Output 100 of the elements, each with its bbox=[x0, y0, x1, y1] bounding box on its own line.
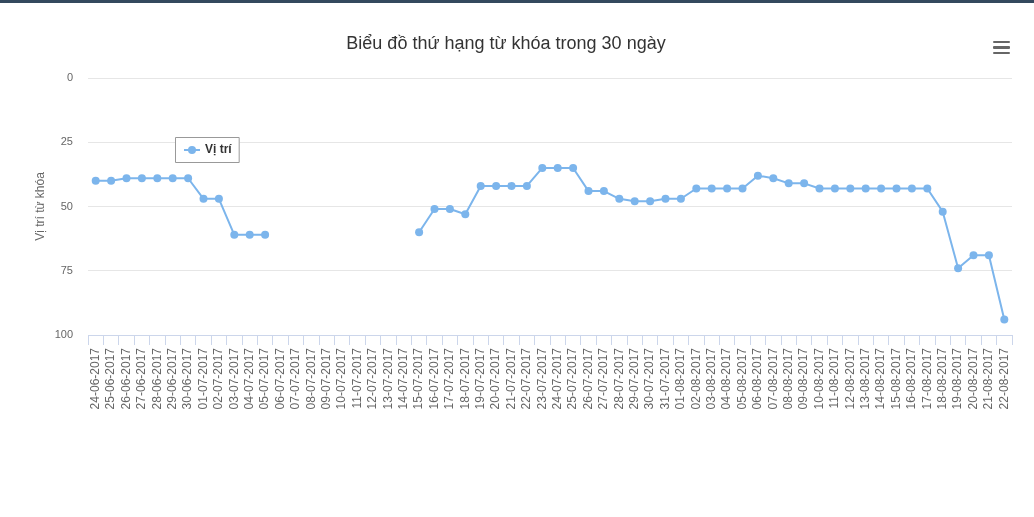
point bbox=[630, 197, 639, 206]
point bbox=[430, 205, 439, 214]
x-tick-label: 25-07-2017 bbox=[565, 347, 580, 410]
x-tick-label: 05-08-2017 bbox=[734, 347, 749, 410]
point bbox=[907, 184, 916, 193]
x-tick-label: 16-08-2017 bbox=[904, 347, 919, 410]
point bbox=[954, 264, 963, 273]
point bbox=[661, 194, 670, 203]
x-tick-label: 22-08-2017 bbox=[996, 347, 1011, 410]
x-tick-label: 04-07-2017 bbox=[242, 347, 257, 410]
x-tick-label: 12-08-2017 bbox=[842, 347, 857, 410]
x-tick-label: 09-07-2017 bbox=[319, 347, 334, 410]
x-tick-label: 02-08-2017 bbox=[688, 347, 703, 410]
x-tick-label: 29-06-2017 bbox=[165, 347, 180, 410]
x-tick-label: 15-08-2017 bbox=[888, 347, 903, 410]
x-tick-label: 06-08-2017 bbox=[750, 347, 765, 410]
point bbox=[738, 184, 747, 193]
point bbox=[1000, 315, 1009, 324]
x-tick-label: 24-06-2017 bbox=[88, 347, 103, 410]
x-tick-label: 16-07-2017 bbox=[426, 347, 441, 410]
point bbox=[184, 174, 193, 183]
x-tick-label: 03-08-2017 bbox=[704, 347, 719, 410]
point bbox=[784, 179, 793, 188]
x-tick-label: 21-08-2017 bbox=[981, 347, 996, 410]
point bbox=[723, 184, 732, 193]
x-tick-label: 02-07-2017 bbox=[211, 347, 226, 410]
point bbox=[984, 251, 993, 260]
y-tick-label: 75 bbox=[60, 263, 73, 276]
point bbox=[445, 205, 454, 214]
point bbox=[476, 181, 485, 190]
x-tick-label: 11-08-2017 bbox=[827, 347, 842, 409]
point bbox=[769, 174, 778, 183]
x-tick-label: 10-08-2017 bbox=[811, 347, 826, 410]
point bbox=[153, 174, 162, 183]
y-axis-title: Vị trí từ khóa bbox=[32, 171, 47, 241]
point bbox=[507, 181, 516, 190]
point bbox=[892, 184, 901, 193]
point bbox=[137, 174, 146, 183]
x-tick-label: 30-06-2017 bbox=[180, 347, 195, 410]
point bbox=[553, 163, 562, 172]
point bbox=[646, 197, 655, 206]
point bbox=[676, 194, 685, 203]
x-tick-label: 15-07-2017 bbox=[411, 347, 426, 410]
point bbox=[861, 184, 870, 193]
point bbox=[199, 194, 208, 203]
point bbox=[692, 184, 701, 193]
x-tick-label: 31-07-2017 bbox=[657, 347, 672, 410]
point bbox=[599, 187, 608, 196]
x-tick-label: 18-07-2017 bbox=[457, 347, 472, 410]
point bbox=[522, 181, 531, 190]
x-tick-label: 07-07-2017 bbox=[288, 347, 303, 410]
point bbox=[492, 181, 501, 190]
x-tick-label: 25-06-2017 bbox=[103, 347, 118, 410]
point bbox=[261, 230, 270, 239]
point bbox=[107, 176, 116, 185]
point bbox=[815, 184, 824, 193]
y-tick-label: 25 bbox=[60, 135, 73, 148]
x-tick-label: 18-08-2017 bbox=[935, 347, 950, 410]
x-tick-label: 17-07-2017 bbox=[442, 347, 457, 410]
x-tick-label: 14-08-2017 bbox=[873, 347, 888, 410]
point bbox=[461, 210, 470, 219]
point bbox=[753, 171, 762, 180]
x-tick-label: 19-07-2017 bbox=[473, 347, 488, 410]
x-tick-label: 27-06-2017 bbox=[134, 347, 149, 410]
point bbox=[800, 179, 809, 188]
point bbox=[122, 174, 131, 183]
x-tick-label: 01-08-2017 bbox=[673, 347, 688, 410]
x-tick-label: 20-08-2017 bbox=[965, 347, 980, 410]
point bbox=[569, 163, 578, 172]
x-tick-label: 06-07-2017 bbox=[272, 347, 287, 410]
x-tick-label: 24-07-2017 bbox=[550, 347, 565, 410]
x-tick-label: 11-07-2017 bbox=[349, 347, 364, 409]
y-tick-label: 0 bbox=[66, 71, 73, 84]
x-tick-label: 05-07-2017 bbox=[257, 347, 272, 410]
x-tick-label: 17-08-2017 bbox=[919, 347, 934, 410]
x-tick-label: 28-07-2017 bbox=[611, 347, 626, 410]
point bbox=[615, 194, 624, 203]
x-tick-label: 26-07-2017 bbox=[580, 347, 595, 410]
point bbox=[830, 184, 839, 193]
x-tick-label: 13-08-2017 bbox=[858, 347, 873, 410]
point bbox=[230, 230, 239, 239]
x-tick-label: 03-07-2017 bbox=[226, 347, 241, 410]
point bbox=[584, 187, 593, 196]
point bbox=[168, 174, 177, 183]
point bbox=[969, 251, 978, 260]
point bbox=[214, 194, 223, 203]
x-tick-label: 28-06-2017 bbox=[149, 347, 164, 410]
point bbox=[91, 176, 100, 185]
point bbox=[923, 184, 932, 193]
y-tick-label: 100 bbox=[54, 328, 73, 341]
x-tick-label: 10-07-2017 bbox=[334, 347, 349, 410]
x-tick-label: 08-08-2017 bbox=[781, 347, 796, 410]
point bbox=[415, 228, 424, 237]
x-tick-label: 29-07-2017 bbox=[627, 347, 642, 410]
x-tick-label: 07-08-2017 bbox=[765, 347, 780, 410]
x-tick-label: 19-08-2017 bbox=[950, 347, 965, 410]
x-tick-label: 26-06-2017 bbox=[118, 347, 133, 410]
x-tick-label: 27-07-2017 bbox=[596, 347, 611, 410]
x-tick-label: 23-07-2017 bbox=[534, 347, 549, 410]
x-tick-label: 12-07-2017 bbox=[365, 347, 380, 410]
